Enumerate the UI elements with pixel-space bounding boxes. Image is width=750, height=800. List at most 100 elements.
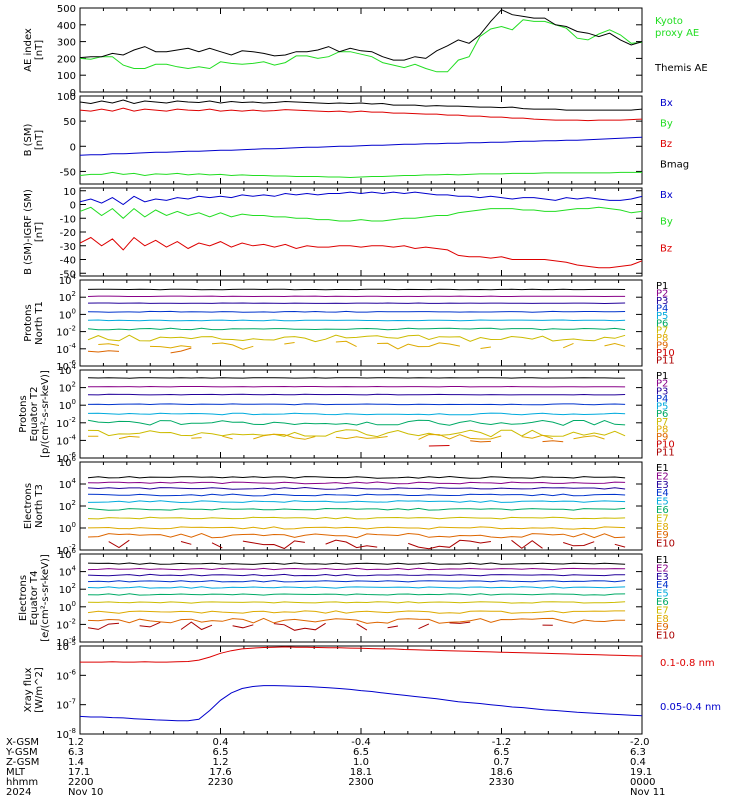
y-tick-label: -10: [60, 214, 76, 225]
legend-entry: E5: [656, 589, 669, 600]
tick-base: 10: [56, 328, 69, 339]
series-line: [87, 507, 626, 511]
x-tick-value: 1.2: [68, 737, 84, 748]
y-tick-label: 102: [59, 582, 76, 596]
legend-entry: proxy AE: [655, 28, 699, 39]
legend-entry: P8: [656, 333, 668, 344]
y-tick-label: 50: [63, 117, 76, 128]
series-line: [80, 136, 642, 156]
series-segment: [180, 621, 213, 631]
y-axis-label: B (SM): [23, 123, 34, 156]
y-axis-label: [nT]: [34, 222, 45, 242]
panel-1: 0 100 200 300 400 500 AE index [nT]: [23, 4, 643, 99]
series-line: [87, 532, 626, 539]
y-tick-label: 10-4: [56, 635, 76, 649]
x-tick-value: 6.5: [353, 747, 369, 758]
tick-exponent: 4: [72, 565, 77, 573]
y-axis-label: Xray flux: [23, 668, 34, 713]
tick-exponent: 4: [72, 273, 77, 281]
y-tick-label: -40: [60, 256, 76, 267]
series-line: [87, 601, 626, 604]
tick-exponent: -4: [69, 635, 77, 643]
legend-entry: E2: [656, 471, 669, 482]
series-segment: [170, 347, 192, 354]
tick-exponent: -6: [69, 668, 77, 676]
series-segment: [284, 342, 295, 345]
y-axis-label: Electrons: [23, 483, 34, 529]
series-line: [87, 412, 626, 416]
x-tick-value: 6.3: [68, 747, 84, 758]
series-segment: [98, 343, 120, 346]
y-axis-label: [e/(cm²-s-sr-keV)]: [40, 554, 51, 642]
series-line: [87, 516, 626, 520]
series-segment: [211, 342, 254, 350]
x-tick-value: 6.3: [630, 747, 646, 758]
tick-exponent: 4: [72, 363, 77, 371]
y-tick-label: 500: [57, 4, 76, 15]
y-tick-label: 106: [59, 547, 77, 561]
legend-entry: E9: [656, 530, 669, 541]
series-segment: [87, 350, 120, 353]
legend-entry: P4: [656, 303, 668, 314]
legend-entry: P1: [656, 281, 668, 292]
x-tick-value: 0.7: [494, 757, 510, 768]
x-tick-value: 2200: [68, 777, 93, 788]
y-tick-label: 100: [59, 600, 76, 614]
legend-entry: E6: [656, 505, 669, 516]
y-tick-label: 200: [57, 54, 76, 65]
series-segment: [108, 539, 130, 549]
tick-exponent: 2: [72, 582, 76, 590]
series-segment: [356, 623, 368, 631]
series-segment: [449, 621, 471, 624]
legend-entry: E10: [656, 631, 675, 642]
series-line: [87, 403, 626, 406]
series-line: [87, 475, 626, 479]
tick-exponent: -2: [69, 617, 76, 625]
tick-base: 10: [59, 458, 72, 469]
tick-base: 10: [59, 550, 72, 561]
y-tick-label: -30: [60, 242, 76, 253]
y-tick-label: 102: [59, 290, 76, 304]
y-axis-label: North T3: [34, 484, 45, 528]
series-group: [80, 99, 642, 179]
y-tick-label: 104: [59, 477, 77, 491]
panel-frame: [79, 553, 643, 643]
y-tick-label: 10-2: [56, 325, 76, 339]
series-line: [87, 573, 626, 577]
series-segment: [180, 541, 192, 545]
legend-entry: Bx: [660, 98, 673, 109]
series-line: [87, 526, 626, 530]
legend-entry: P2: [656, 379, 668, 390]
series-line: [87, 419, 626, 426]
x-tick-value: 1.2: [213, 757, 229, 768]
legend-entry: P11: [656, 356, 675, 367]
panel-frame: [79, 279, 643, 367]
legend-entry: P2: [656, 288, 668, 299]
legend-entry: P6: [656, 318, 668, 329]
x-tick-value: -2.0: [630, 737, 650, 748]
legend-entry: Themis AE: [654, 63, 708, 74]
series-segment: [480, 346, 491, 349]
panel-frame: [79, 461, 643, 551]
legend-entry: P5: [656, 311, 668, 322]
tick-base: 10: [56, 419, 69, 430]
x-tick-value: 0.4: [213, 737, 229, 748]
series-line: [80, 206, 642, 222]
tick-exponent: -7: [69, 698, 76, 706]
tick-exponent: -4: [69, 342, 77, 350]
legend-entry: E8: [656, 522, 669, 533]
series-segment: [232, 624, 254, 629]
tick-base: 10: [59, 401, 72, 412]
x-tick-value: 0000: [630, 777, 655, 788]
y-tick-label: -50: [60, 167, 76, 178]
x-tick-value: Nov 10: [68, 787, 103, 798]
series-segment: [139, 621, 161, 628]
y-axis-label: AE index: [23, 28, 34, 72]
legend-entry: P3: [656, 296, 668, 307]
tick-exponent: 6: [72, 547, 77, 555]
series-line: [80, 171, 642, 179]
legend-entry: E4: [656, 580, 669, 591]
legend-entry: 0.05-0.4 nm: [660, 702, 721, 713]
